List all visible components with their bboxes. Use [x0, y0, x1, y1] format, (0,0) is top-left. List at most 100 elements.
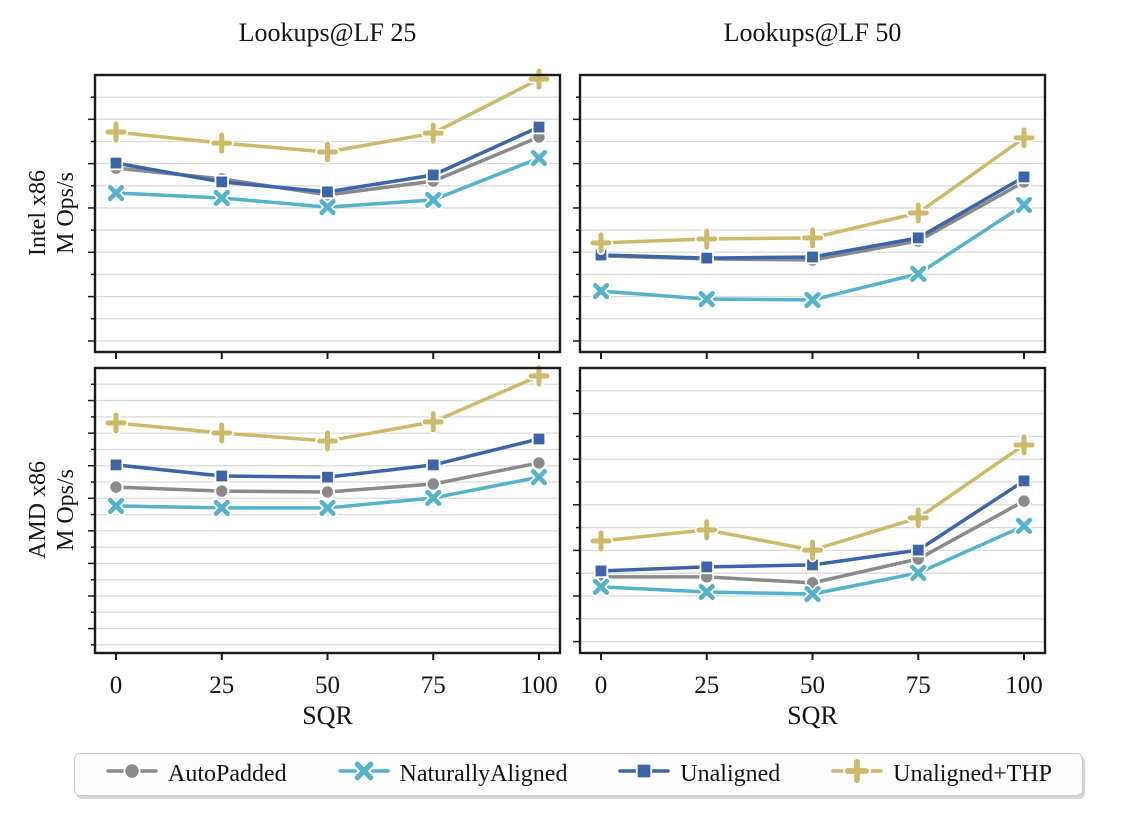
circle-marker-icon [105, 759, 159, 790]
plus-marker-icon [907, 507, 929, 529]
square-marker-icon [531, 431, 547, 447]
square-marker-icon [593, 563, 609, 579]
legend-box: AutoPadded NaturallyAligned Unaligned Un… [74, 753, 1083, 796]
subplot-amd-lf25: 0 25 50 75 100 [88, 363, 562, 699]
x-marker-icon [213, 499, 230, 517]
plus-marker-icon [317, 430, 338, 452]
legend-item-naturallyaligned: NaturallyAligned [337, 759, 568, 790]
plot-spines [93, 366, 562, 655]
square-marker-icon [911, 230, 926, 246]
plus-marker-icon [1013, 434, 1035, 456]
square-marker-icon [618, 762, 671, 780]
x-marker-icon [698, 583, 715, 601]
circle-marker-icon [425, 476, 441, 492]
x-marker-icon [698, 290, 715, 308]
x-tick-label: 100 [520, 672, 558, 699]
plus-marker-icon [422, 122, 444, 144]
x-axis-label-right: SQR [787, 701, 838, 730]
x-marker-icon [425, 191, 442, 209]
plus-marker-icon [1013, 127, 1035, 149]
x-marker-icon [592, 282, 610, 300]
x-marker-icon [592, 578, 610, 595]
column-title-lf25: Lookups@LF 25 [238, 18, 417, 47]
square-marker-icon [699, 559, 714, 575]
plus-marker-icon [831, 756, 883, 786]
plot-spines [578, 366, 1047, 655]
plus-marker-icon [907, 202, 929, 224]
row-label-amd-line2: M Ops/s [53, 468, 79, 552]
row-label-amd-line1: AMD x86 [25, 460, 51, 560]
plus-marker-icon [696, 519, 718, 541]
row-label-amd: AMD x86 M Ops/s [24, 461, 80, 559]
plus-marker-icon [105, 412, 127, 434]
x-tick-label: 75 [421, 672, 446, 699]
x-marker-icon [107, 184, 125, 202]
x-tick-label: 25 [209, 672, 234, 699]
square-marker-icon [426, 167, 441, 183]
legend-label: AutoPadded [168, 761, 287, 787]
plus-marker-icon [422, 411, 444, 433]
plus-marker-icon [590, 530, 612, 552]
square-marker-icon [108, 155, 124, 171]
square-marker-icon [636, 762, 653, 780]
x-marker-icon [213, 189, 230, 207]
x-axis-label-left: SQR [302, 701, 353, 730]
square-marker-icon [911, 542, 926, 558]
x-marker-icon [530, 150, 548, 167]
x-marker-icon [910, 265, 927, 282]
plus-marker-icon [845, 758, 870, 784]
x-marker-icon [319, 499, 336, 517]
x-marker-icon [319, 199, 336, 216]
x-marker-icon [425, 489, 442, 507]
circle-marker-icon [106, 762, 158, 780]
x-tick-label: 0 [595, 672, 608, 699]
square-marker-icon [320, 184, 335, 200]
plus-marker-icon [317, 141, 338, 163]
plus-marker-icon [696, 228, 718, 250]
x-marker-icon [107, 497, 125, 515]
x-marker-icon [337, 759, 390, 783]
legend-item-unaligned-thp: Unaligned+THP [830, 756, 1052, 790]
square-marker-icon [805, 249, 820, 265]
plus-marker-icon [802, 227, 823, 249]
plus-marker-icon [590, 232, 612, 254]
plot-spines [93, 73, 562, 354]
square-marker-icon [108, 457, 124, 473]
x-tick-label: 50 [800, 672, 825, 699]
circle-marker-icon [214, 483, 230, 499]
plus-marker-icon [830, 756, 884, 790]
subplot-amd-lf50: 0 25 50 75 100 [573, 366, 1047, 699]
circle-marker-icon [123, 762, 141, 780]
plot-spines [578, 73, 1047, 354]
x-marker-icon [804, 585, 821, 603]
x-marker-icon [354, 761, 373, 781]
square-marker-icon [214, 468, 229, 484]
plus-marker-icon [528, 68, 550, 90]
x-marker-icon [1015, 517, 1033, 534]
x-tick-label: 75 [906, 672, 931, 699]
square-marker-icon [1016, 169, 1032, 185]
x-tick-label: 0 [110, 672, 123, 699]
column-title-lf50: Lookups@LF 50 [723, 18, 902, 47]
legend-item-unaligned: Unaligned [617, 759, 780, 790]
x-marker-icon [1015, 196, 1033, 214]
circle-marker-icon [108, 479, 124, 495]
square-marker-icon [320, 469, 335, 485]
row-label-intel-line1: Intel x86 [25, 170, 51, 256]
plus-marker-icon [105, 121, 127, 143]
circle-marker-icon [319, 484, 335, 500]
square-marker-icon [617, 759, 671, 790]
legend-item-autopadded: AutoPadded [105, 759, 287, 790]
plus-marker-icon [211, 422, 233, 444]
x-marker-icon [530, 469, 548, 486]
legend-label: NaturallyAligned [399, 761, 568, 787]
circle-marker-icon [531, 455, 547, 471]
square-marker-icon [531, 119, 547, 135]
x-tick-label: 25 [694, 672, 719, 699]
plus-marker-icon [528, 365, 550, 387]
x-marker-icon [910, 564, 927, 582]
square-marker-icon [426, 457, 441, 473]
x-tick-label: 100 [1005, 672, 1043, 699]
